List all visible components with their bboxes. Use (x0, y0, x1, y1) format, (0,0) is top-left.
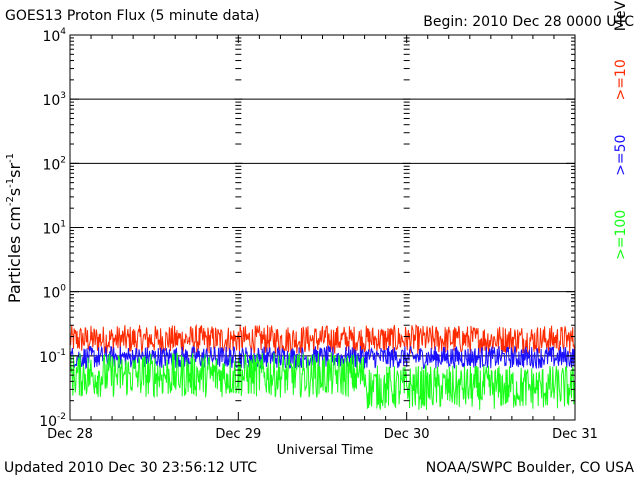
begin-timestamp: Begin: 2010 Dec 28 0000 UTC (423, 14, 634, 30)
x-tick-label: Dec 29 (215, 427, 261, 442)
flux-series-line (69, 323, 576, 355)
axis-layer: 10-2 10-1 100 101 102 103 104 Dec 28 Dec 29 Dec 3… (39, 27, 598, 442)
y-tick-label: 100 (42, 284, 66, 302)
energy-legend: >=100>=50>=10MeV (613, 1, 629, 260)
y-tick-label: 10-2 (39, 412, 66, 430)
series-layer (69, 323, 576, 410)
y-tick-label: 104 (42, 27, 66, 45)
source-credit: NOAA/SWPC Boulder, CO USA (425, 460, 634, 476)
grid-layer (70, 98, 575, 357)
chart-title: GOES13 Proton Flux (5 minute data) (5, 8, 260, 24)
x-axis-label: Universal Time (277, 443, 374, 458)
y-tick-label: 102 (42, 155, 66, 173)
flux-series-line (69, 352, 576, 410)
y-tick-label: 10-1 (39, 348, 66, 366)
y-axis-label: Particles cm-2s-1sr-1 (5, 153, 24, 303)
y-tick-label: 101 (42, 220, 66, 238)
updated-timestamp: Updated 2010 Dec 30 23:56:12 UTC (4, 460, 258, 476)
x-tick-label: Dec 28 (47, 427, 93, 442)
y-tick-label: 103 (42, 91, 66, 109)
flux-series-line (69, 344, 576, 370)
x-tick-label: Dec 30 (384, 427, 430, 442)
x-tick-label: Dec 31 (552, 427, 598, 442)
